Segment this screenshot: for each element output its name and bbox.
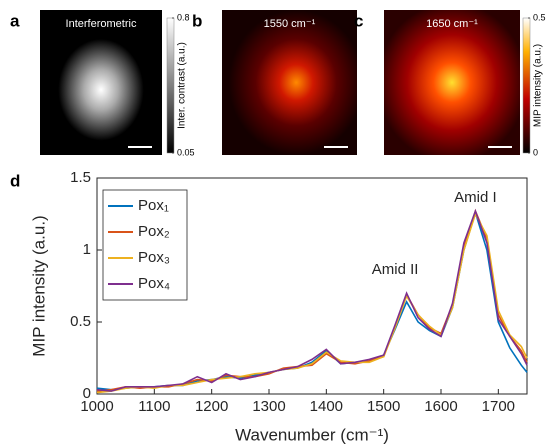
colorbar: [167, 18, 174, 153]
image: [40, 10, 162, 155]
y-tick-label: 1.5: [70, 169, 91, 186]
colorbar-tick-label: 0: [533, 147, 538, 157]
y-tick-label: 0.5: [70, 313, 91, 330]
x-axis-label: Wavenumber (cm⁻¹): [235, 425, 389, 444]
x-tick-label: 1300: [252, 398, 285, 415]
legend-label: Pox₃: [138, 249, 170, 266]
panel-label: 1550 cm⁻¹: [264, 18, 316, 30]
panel-letter: b: [192, 11, 202, 30]
colorbar-label: Inter. contrast (a.u.): [177, 42, 188, 129]
colorbar: [523, 18, 530, 153]
x-tick-label: 1000: [80, 398, 113, 415]
panel-label: Interferometric: [66, 18, 137, 30]
panel-letter: c: [354, 11, 363, 30]
figure: a Interferometric 0.05 0.8 Inter. contrast (…: [0, 0, 546, 446]
x-tick-label: 1200: [195, 398, 228, 415]
panel-b: [222, 10, 357, 155]
annotation: Amid I: [454, 189, 497, 206]
panel-label: 1650 cm⁻¹: [426, 18, 478, 30]
x-tick-label: 1600: [424, 398, 457, 415]
colorbar-tick-label: 0.8: [177, 12, 190, 22]
image: [384, 10, 520, 155]
y-tick-label: 1: [83, 241, 91, 258]
legend-label: Pox₂: [138, 223, 170, 240]
x-tick-label: 1700: [482, 398, 515, 415]
colorbar-tick-label: 0.05: [177, 147, 195, 157]
legend-label: Pox₄: [138, 275, 170, 292]
x-tick-label: 1500: [367, 398, 400, 415]
colorbar-label: MIP intensity (a.u.): [533, 44, 544, 127]
colorbar-tick-label: 0.5: [533, 12, 546, 22]
annotation: Amid II: [372, 261, 419, 278]
legend-label: Pox₁: [138, 197, 169, 214]
panel-c: [384, 10, 530, 155]
x-tick-label: 1100: [138, 398, 170, 415]
panel-letter: d: [10, 171, 20, 190]
panel-letter: a: [10, 11, 20, 30]
y-axis-label: MIP intensity (a.u.): [29, 215, 48, 356]
image: [222, 10, 357, 155]
panel-a: [40, 10, 174, 155]
x-tick-label: 1400: [310, 398, 343, 415]
